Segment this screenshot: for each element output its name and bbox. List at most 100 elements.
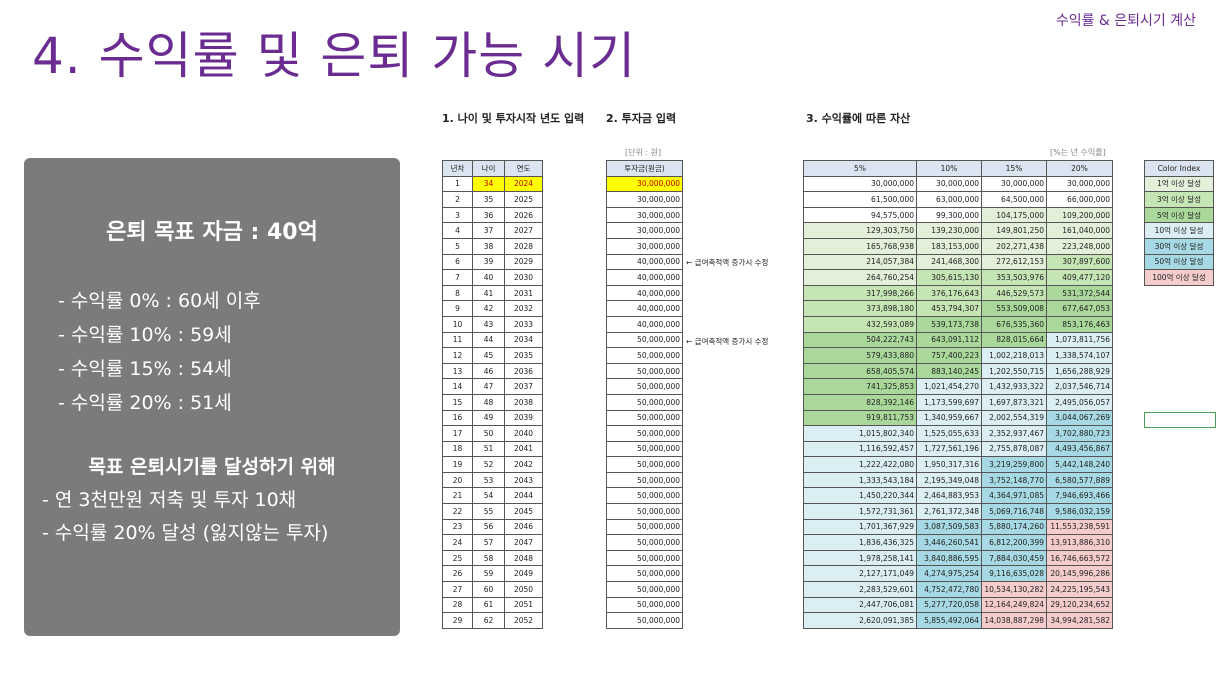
- table-cell[interactable]: 1,572,731,361: [803, 503, 917, 520]
- table-cell[interactable]: 52: [472, 456, 505, 473]
- table-cell[interactable]: 30,000,000: [606, 206, 683, 224]
- table-cell[interactable]: 2035: [504, 347, 543, 364]
- table-cell[interactable]: 643,091,112: [916, 331, 982, 349]
- table-cell[interactable]: 46: [472, 362, 505, 380]
- table-cell[interactable]: 44: [472, 331, 505, 349]
- table-cell[interactable]: 50,000,000: [606, 440, 683, 458]
- table-cell[interactable]: 2046: [504, 518, 543, 536]
- table-cell[interactable]: 14,038,887,298: [981, 612, 1047, 629]
- table-cell[interactable]: 2050: [504, 581, 543, 598]
- table-cell[interactable]: 1,701,367,929: [803, 518, 917, 536]
- table-cell[interactable]: 5,880,174,260: [981, 518, 1047, 536]
- table-cell[interactable]: 11,553,238,591: [1046, 518, 1113, 536]
- table-cell[interactable]: 28: [442, 596, 473, 614]
- table-cell[interactable]: 1,116,592,457: [803, 440, 917, 458]
- table-cell[interactable]: 409,477,120: [1046, 269, 1113, 286]
- table-cell[interactable]: 2048: [504, 549, 543, 567]
- table-cell[interactable]: 272,612,153: [981, 253, 1047, 271]
- table-cell[interactable]: 2049: [504, 565, 543, 583]
- table-cell[interactable]: 1,202,550,715: [981, 362, 1047, 380]
- table-cell[interactable]: 2045: [504, 503, 543, 520]
- table-cell[interactable]: 1,340,959,667: [916, 409, 982, 427]
- table-cell[interactable]: 20: [442, 471, 473, 489]
- table-cell[interactable]: 40,000,000: [606, 284, 683, 302]
- table-cell[interactable]: 36: [472, 206, 505, 224]
- table-cell[interactable]: 9: [442, 300, 473, 317]
- table-cell[interactable]: 504,222,743: [803, 331, 917, 349]
- table-cell[interactable]: 29: [442, 612, 473, 629]
- table-cell[interactable]: 3,752,148,770: [981, 471, 1047, 489]
- table-cell[interactable]: 20,145,996,286: [1046, 565, 1113, 583]
- table-cell[interactable]: 2031: [504, 284, 543, 302]
- table-cell[interactable]: 30,000,000: [916, 175, 982, 193]
- table-cell[interactable]: 165,768,938: [803, 237, 917, 255]
- table-cell[interactable]: 2039: [504, 409, 543, 427]
- table-cell[interactable]: 13,913,886,310: [1046, 534, 1113, 551]
- table-cell[interactable]: 1,222,422,080: [803, 456, 917, 473]
- table-cell[interactable]: 2051: [504, 596, 543, 614]
- table-cell[interactable]: 853,176,463: [1046, 315, 1113, 333]
- table-cell[interactable]: 62: [472, 612, 505, 629]
- table-cell[interactable]: 376,176,643: [916, 284, 982, 302]
- table-cell[interactable]: 2,352,937,467: [981, 425, 1047, 442]
- table-cell[interactable]: 149,801,250: [981, 222, 1047, 239]
- table-cell[interactable]: 99,300,000: [916, 206, 982, 224]
- table-cell[interactable]: 2024: [504, 175, 543, 193]
- table-cell[interactable]: 10: [442, 315, 473, 333]
- table-cell[interactable]: 50,000,000: [606, 471, 683, 489]
- table-cell[interactable]: 2,755,878,087: [981, 440, 1047, 458]
- table-cell[interactable]: 16,746,663,572: [1046, 549, 1113, 567]
- table-cell[interactable]: 446,529,573: [981, 284, 1047, 302]
- table-cell[interactable]: 4,364,971,085: [981, 487, 1047, 505]
- table-cell[interactable]: 2,037,546,714: [1046, 378, 1113, 395]
- table-cell[interactable]: 50: [472, 425, 505, 442]
- table-cell[interactable]: 129,303,750: [803, 222, 917, 239]
- table-cell[interactable]: 29,120,234,652: [1046, 596, 1113, 614]
- table-cell[interactable]: 3,446,260,541: [916, 534, 982, 551]
- table-cell[interactable]: 50,000,000: [606, 393, 683, 411]
- table-cell[interactable]: 23: [442, 518, 473, 536]
- table-cell[interactable]: 5,855,492,064: [916, 612, 982, 629]
- table-cell[interactable]: 9,116,635,028: [981, 565, 1047, 583]
- table-cell[interactable]: 7,884,030,459: [981, 549, 1047, 567]
- table-cell[interactable]: 2032: [504, 300, 543, 317]
- table-cell[interactable]: 828,392,146: [803, 393, 917, 411]
- table-cell[interactable]: 50,000,000: [606, 596, 683, 614]
- table-cell[interactable]: 161,040,000: [1046, 222, 1113, 239]
- table-cell[interactable]: 139,230,000: [916, 222, 982, 239]
- table-cell[interactable]: 38: [472, 237, 505, 255]
- table-cell[interactable]: 45: [472, 347, 505, 364]
- table-cell[interactable]: 24,225,195,543: [1046, 581, 1113, 598]
- table-cell[interactable]: 35: [472, 191, 505, 208]
- table-cell[interactable]: 14: [442, 378, 473, 395]
- table-cell[interactable]: 50,000,000: [606, 331, 683, 349]
- table-cell[interactable]: 22: [442, 503, 473, 520]
- table-cell[interactable]: 50,000,000: [606, 362, 683, 380]
- table-cell[interactable]: 26: [442, 565, 473, 583]
- table-cell[interactable]: 2040: [504, 425, 543, 442]
- table-cell[interactable]: 1,338,574,107: [1046, 347, 1113, 364]
- table-cell[interactable]: 677,647,053: [1046, 300, 1113, 317]
- table-cell[interactable]: 7,946,693,466: [1046, 487, 1113, 505]
- table-cell[interactable]: 56: [472, 518, 505, 536]
- table-cell[interactable]: 30,000,000: [606, 175, 683, 193]
- table-cell[interactable]: 30,000,000: [606, 222, 683, 239]
- table-cell[interactable]: 2042: [504, 456, 543, 473]
- table-cell[interactable]: 1,697,873,321: [981, 393, 1047, 411]
- table-cell[interactable]: 2: [442, 191, 473, 208]
- table-cell[interactable]: 50,000,000: [606, 456, 683, 473]
- table-cell[interactable]: 3: [442, 206, 473, 224]
- table-cell[interactable]: 11: [442, 331, 473, 349]
- table-cell[interactable]: 50,000,000: [606, 581, 683, 598]
- table-cell[interactable]: 13: [442, 362, 473, 380]
- table-cell[interactable]: 47: [472, 378, 505, 395]
- table-cell[interactable]: 61: [472, 596, 505, 614]
- table-cell[interactable]: 2037: [504, 378, 543, 395]
- table-cell[interactable]: 2052: [504, 612, 543, 629]
- table-cell[interactable]: 54: [472, 487, 505, 505]
- table-cell[interactable]: 2026: [504, 206, 543, 224]
- table-cell[interactable]: 50,000,000: [606, 518, 683, 536]
- table-cell[interactable]: 317,998,266: [803, 284, 917, 302]
- table-cell[interactable]: 183,153,000: [916, 237, 982, 255]
- table-cell[interactable]: 6,580,577,889: [1046, 471, 1113, 489]
